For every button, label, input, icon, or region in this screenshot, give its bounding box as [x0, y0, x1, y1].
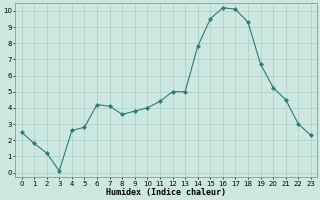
- X-axis label: Humidex (Indice chaleur): Humidex (Indice chaleur): [106, 188, 226, 197]
